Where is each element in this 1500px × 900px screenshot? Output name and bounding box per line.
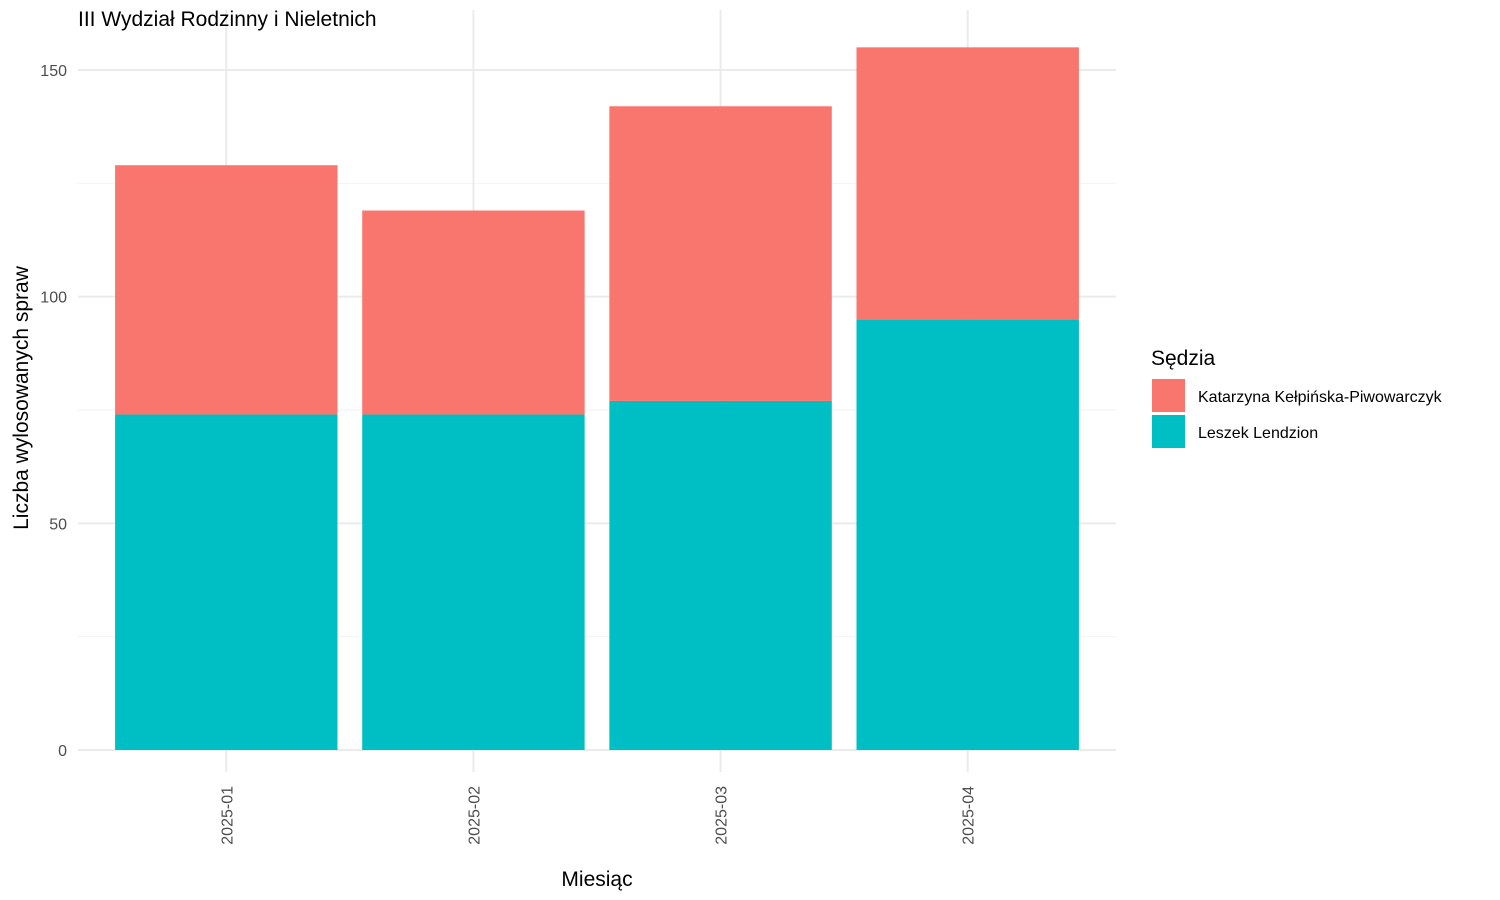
x-axis-title: Miesiąc <box>561 868 632 891</box>
x-tick-label: 2025-04 <box>961 786 978 845</box>
y-tick-label: 150 <box>40 63 67 80</box>
bar-segment <box>856 47 1079 320</box>
bar-segment <box>115 165 338 415</box>
y-tick-label: 100 <box>40 290 67 307</box>
bar-segment <box>115 414 338 750</box>
legend-swatch <box>1152 379 1185 412</box>
y-tick-labels: 0 50 100 150 <box>40 63 67 760</box>
bar-segment <box>362 210 585 415</box>
y-axis-title: Liczba wylosowanych spraw <box>10 265 33 530</box>
chart-title: III Wydział Rodzinny i Nieletnich <box>78 8 377 31</box>
y-tick-label: 0 <box>58 743 67 760</box>
bar-segment <box>856 319 1079 750</box>
x-tick-label: 2025-03 <box>714 786 731 845</box>
x-tick-label: 2025-02 <box>466 786 483 845</box>
bar-segment <box>362 414 585 750</box>
legend-swatch <box>1152 415 1185 448</box>
y-tick-label: 50 <box>49 516 67 533</box>
legend-title: Sędzia <box>1151 347 1216 370</box>
legend-label: Leszek Lendzion <box>1198 425 1318 442</box>
x-tick-labels: 2025-01 2025-02 2025-03 2025-04 <box>219 786 977 845</box>
bar-segment <box>609 400 832 750</box>
legend: Sędzia Katarzyna Kełpińska-Piwowarczyk Le… <box>1151 347 1443 448</box>
bars <box>115 47 1079 750</box>
bar-segment <box>609 106 832 401</box>
x-tick-label: 2025-01 <box>219 786 236 845</box>
legend-label: Katarzyna Kełpińska-Piwowarczyk <box>1198 389 1443 406</box>
